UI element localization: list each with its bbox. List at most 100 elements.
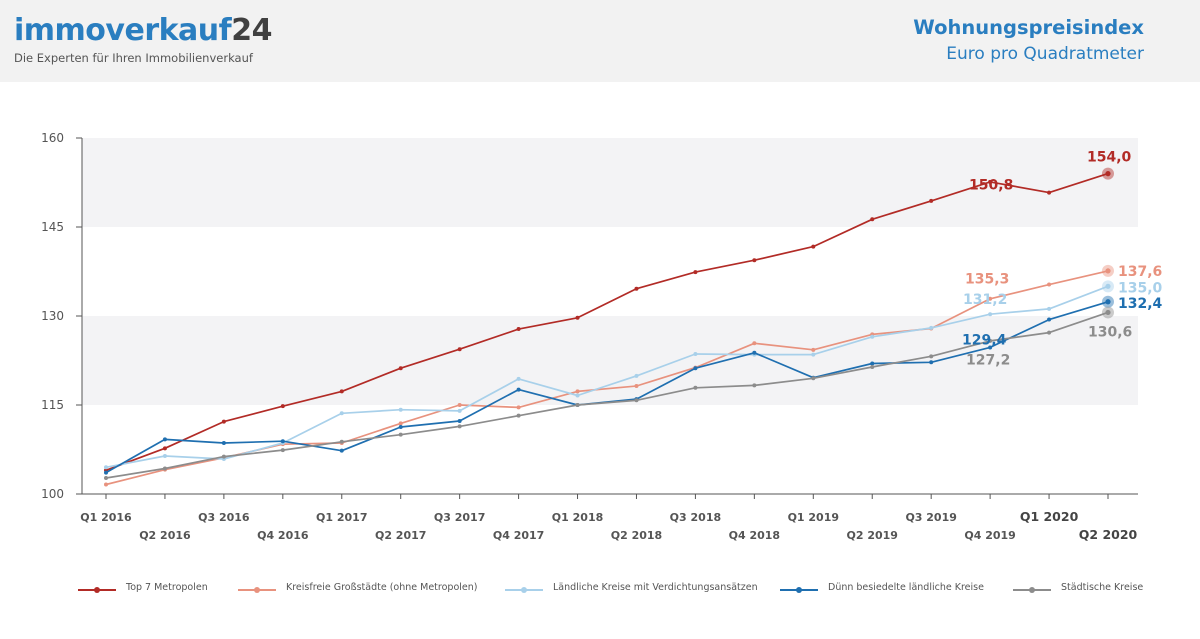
value-label: 132,4 — [1118, 296, 1163, 312]
data-point — [634, 286, 639, 291]
data-point — [752, 258, 757, 263]
logo: immoverkauf24 — [14, 14, 272, 48]
data-point — [457, 419, 462, 424]
data-point — [575, 389, 580, 394]
data-point — [1047, 317, 1052, 322]
chart-bands — [82, 138, 1138, 405]
data-point — [1047, 330, 1052, 335]
data-point — [811, 244, 816, 249]
value-label: 150,8 — [969, 178, 1013, 194]
data-point — [929, 198, 934, 203]
data-point — [104, 482, 108, 487]
value-label: 129,4 — [962, 333, 1007, 349]
x-tick-label: Q4 2017 — [493, 529, 544, 542]
series-line — [105, 172, 1109, 472]
x-tick-label: Q4 2016 — [257, 529, 309, 542]
x-tick-label: Q4 2018 — [729, 529, 780, 542]
data-point — [811, 352, 816, 357]
data-point — [457, 408, 462, 413]
data-point — [752, 341, 757, 346]
legend-marker — [254, 587, 260, 593]
data-point — [1047, 190, 1052, 195]
value-label: 130,6 — [1088, 324, 1132, 340]
legend-label: Kreisfreie Großstädte (ohne Metropolen) — [286, 582, 478, 593]
value-label: 135,0 — [1118, 280, 1163, 296]
legend-marker — [94, 587, 100, 593]
data-point — [516, 327, 521, 332]
data-point — [693, 366, 698, 371]
data-point — [339, 389, 344, 394]
legend-marker — [521, 587, 527, 593]
data-point — [988, 338, 993, 343]
data-point — [162, 437, 167, 442]
header-bar: immoverkauf24 Die Experten für Ihren Imm… — [0, 0, 1200, 82]
data-point — [339, 411, 344, 416]
data-point — [162, 466, 167, 471]
legend-label: Städtische Kreise — [1061, 582, 1144, 593]
data-point — [811, 376, 816, 381]
data-point — [1047, 282, 1052, 287]
logo-number: 24 — [231, 13, 272, 48]
data-point — [870, 361, 875, 366]
data-point — [280, 439, 285, 444]
data-point — [104, 465, 108, 470]
value-label: 131,2 — [963, 292, 1007, 308]
data-point — [398, 366, 403, 371]
data-point — [929, 360, 934, 365]
data-point — [162, 454, 167, 459]
data-point — [398, 424, 403, 429]
data-point — [929, 325, 934, 330]
logo-text: immoverkauf — [14, 13, 232, 48]
legend-label: Top 7 Metropolen — [126, 582, 208, 593]
legend-label: Ländliche Kreise mit Verdichtungsansätze… — [553, 582, 758, 593]
series-line — [105, 285, 1109, 469]
data-point — [104, 470, 108, 475]
line-chart: 100 115 130 145 160 Q1 2016 Q2 2016 Q3 2016 Q4 … — [41, 131, 1163, 542]
x-tick-label: Q2 2018 — [611, 529, 662, 542]
data-point — [1047, 306, 1052, 311]
data-point — [1105, 171, 1111, 177]
data-point — [811, 347, 816, 352]
data-point — [221, 419, 226, 424]
data-point — [693, 270, 698, 275]
x-tick-label: Q3 2016 — [198, 511, 250, 524]
index-title: Wohnungspreisindex — [913, 16, 1144, 39]
data-point — [870, 365, 875, 370]
data-point — [104, 475, 108, 480]
legend: Top 7 Metropolen Kreisfreie Großstädte (o… — [0, 575, 1200, 605]
x-tick-label: Q1 2018 — [552, 511, 603, 524]
data-point — [693, 385, 698, 390]
data-point — [870, 217, 875, 222]
data-point — [1105, 299, 1111, 305]
data-point — [280, 448, 285, 453]
data-point — [457, 403, 462, 407]
data-point — [988, 296, 993, 301]
legend-marker — [1029, 587, 1035, 593]
data-point — [221, 440, 226, 445]
data-point — [398, 432, 403, 437]
x-tick-label: Q3 2019 — [905, 511, 956, 524]
data-point — [634, 373, 639, 378]
data-point — [988, 345, 993, 350]
x-tick-label: Q2 2016 — [139, 529, 191, 542]
y-tick-label: 100 — [41, 487, 64, 501]
data-point — [280, 404, 285, 409]
data-point — [634, 398, 639, 403]
data-point — [634, 384, 639, 389]
x-tick-label: Q1 2019 — [788, 511, 839, 524]
y-tick-label: 115 — [41, 398, 64, 412]
data-point — [988, 179, 993, 184]
data-point — [457, 347, 462, 352]
data-point — [398, 407, 403, 412]
data-point — [988, 312, 993, 317]
data-point — [1105, 309, 1111, 316]
chart-axes: 100 115 130 145 160 — [41, 131, 1138, 501]
legend-marker — [796, 587, 802, 593]
index-subtitle: Euro pro Quadratmeter — [946, 44, 1144, 64]
data-point — [752, 350, 757, 355]
x-axis-ticks: Q1 2016 Q2 2016 Q3 2016 Q4 2016 Q1 2017 Q2 20… — [80, 494, 1138, 542]
data-point — [457, 424, 462, 429]
data-point — [516, 405, 521, 410]
data-point — [516, 413, 521, 418]
x-tick-label: Q4 2019 — [964, 529, 1015, 542]
